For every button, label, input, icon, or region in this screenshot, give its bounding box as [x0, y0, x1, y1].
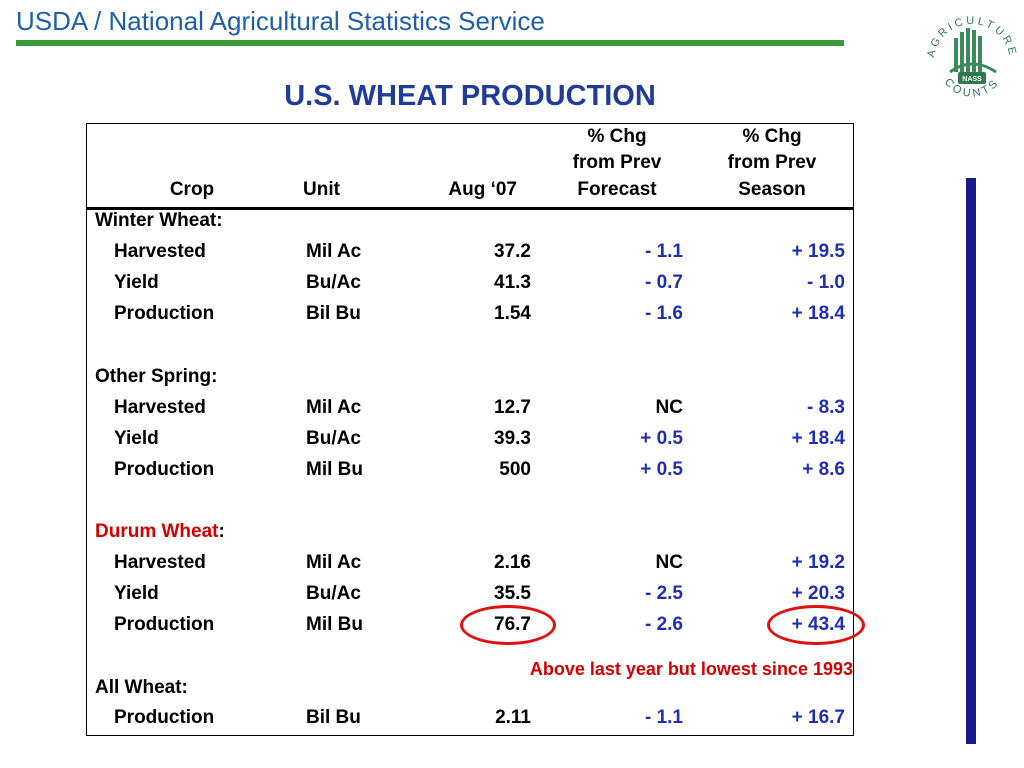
- header-forecast-line-3: Forecast: [577, 179, 657, 200]
- row-unit: Mil Bu: [306, 614, 363, 635]
- row-aug: 35.5: [494, 583, 531, 604]
- header-season-line-2: from Prev: [727, 152, 817, 173]
- row-season: + 19.5: [791, 241, 845, 262]
- header-unit: Unit: [303, 179, 340, 200]
- row-aug: 2.11: [495, 707, 531, 728]
- wheat-production-table: Crop Unit Aug ‘07 % Chg from Prev Foreca…: [86, 123, 865, 736]
- row-unit: Mil Bu: [306, 459, 363, 480]
- row-forecast: - 1.1: [644, 707, 683, 728]
- row-season: + 20.3: [791, 583, 845, 604]
- header-title: USDA / National Agricultural Statistics …: [16, 6, 545, 36]
- row-item: Yield: [114, 583, 159, 604]
- row-item: Production: [114, 707, 215, 728]
- header-forecast-line-1: % Chg: [587, 126, 647, 147]
- row-aug: 39.3: [494, 428, 531, 449]
- row-item: Harvested: [114, 552, 206, 573]
- row-season: + 16.7: [791, 707, 845, 728]
- row-item: Harvested: [114, 397, 206, 418]
- row-unit: Bu/Ac: [306, 428, 361, 449]
- row-forecast: NC: [655, 552, 683, 573]
- row-season: + 18.4: [791, 303, 845, 324]
- row-aug: 41.3: [494, 272, 531, 293]
- row-unit: Bu/Ac: [306, 583, 361, 604]
- row-season: - 1.0: [806, 272, 845, 293]
- header-divider: [16, 40, 844, 46]
- row-aug: 12.7: [494, 397, 531, 418]
- row-unit: Mil Ac: [306, 397, 362, 418]
- highlight-circle-aug: [460, 605, 556, 645]
- row-unit: Bil Bu: [306, 707, 361, 728]
- logo-badge: NASS: [962, 76, 982, 83]
- row-aug: 37.2: [494, 241, 531, 262]
- annotation-note: Above last year but lowest since 1993: [529, 659, 853, 679]
- row-forecast: - 1.6: [644, 303, 683, 324]
- row-forecast: - 0.7: [644, 272, 683, 293]
- side-accent-bar: [966, 178, 976, 744]
- header-crop: Crop: [169, 179, 215, 200]
- row-forecast: + 0.5: [640, 428, 683, 449]
- header-forecast-line-2: from Prev: [572, 152, 662, 173]
- row-forecast: - 1.1: [644, 241, 683, 262]
- row-forecast: - 2.5: [644, 583, 683, 604]
- row-item: Production: [114, 459, 215, 480]
- row-season: + 8.6: [802, 459, 845, 480]
- row-unit: Mil Ac: [306, 552, 362, 573]
- header-divider-rule: [87, 207, 853, 210]
- section-label-all-wheat: All Wheat:: [95, 677, 188, 698]
- row-unit: Bil Bu: [306, 303, 361, 324]
- row-item: Yield: [114, 428, 159, 449]
- row-unit: Mil Ac: [306, 241, 362, 262]
- row-aug: 500: [499, 459, 531, 480]
- row-item: Harvested: [114, 241, 206, 262]
- highlight-circle-season: [767, 605, 865, 645]
- row-item: Production: [114, 614, 215, 635]
- row-season: + 19.2: [791, 552, 845, 573]
- row-forecast: NC: [655, 397, 683, 418]
- row-season: + 18.4: [791, 428, 845, 449]
- row-item: Production: [114, 303, 215, 324]
- section-label-durum-wheat: Durum Wheat:: [95, 520, 225, 544]
- row-item: Yield: [114, 272, 159, 293]
- header-season-line-3: Season: [738, 179, 806, 200]
- header-aug: Aug ‘07: [448, 179, 517, 200]
- header-season-line-1: % Chg: [742, 126, 802, 147]
- row-forecast: - 2.6: [644, 614, 683, 635]
- row-unit: Bu/Ac: [306, 272, 361, 293]
- section-label-other-spring: Other Spring:: [95, 366, 218, 387]
- nass-logo: NASS AGRICULTURE COUNTS: [925, 15, 1016, 100]
- row-forecast: + 0.5: [640, 459, 683, 480]
- row-season: - 8.3: [806, 397, 845, 418]
- row-aug: 1.54: [494, 303, 531, 324]
- durum-wheat-label: Durum Wheat: [95, 521, 219, 542]
- section-label-winter-wheat: Winter Wheat:: [95, 210, 223, 231]
- durum-wheat-colon: :: [218, 521, 225, 542]
- row-aug: 2.16: [494, 552, 531, 573]
- slide-title: U.S. WHEAT PRODUCTION: [284, 80, 656, 112]
